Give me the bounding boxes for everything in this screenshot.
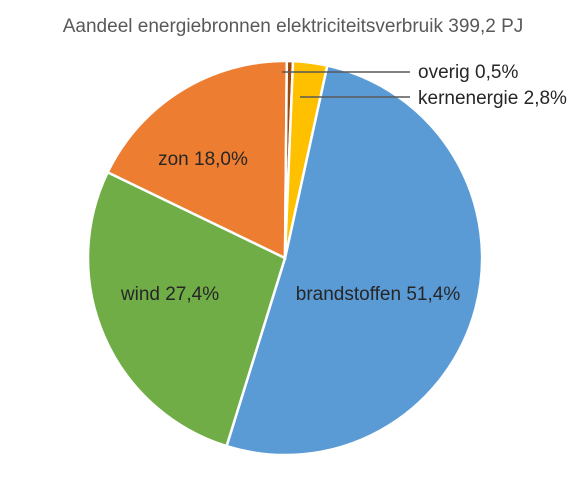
- slice-kernenergie: [283, 59, 329, 259]
- data-label-kernenergie: kernenergie 2,8%: [418, 88, 567, 109]
- leader-lines: [282, 71, 410, 98]
- data-label-zon: zon 18,0%: [158, 149, 248, 170]
- slice-brandstoffen: [224, 64, 484, 457]
- slice-zon: [105, 59, 289, 260]
- pie-slices: [86, 59, 484, 457]
- slice-labels: brandstoffen 51,4% wind 27,4% zon 18,0% ove…: [120, 62, 567, 305]
- data-label-wind: wind 27,4%: [120, 284, 219, 305]
- chart-title: Aandeel energiebronnen elektriciteitsver…: [63, 16, 524, 37]
- slice-wind: [86, 170, 287, 448]
- data-label-brandstoffen: brandstoffen 51,4%: [296, 284, 461, 305]
- data-label-overig: overig 0,5%: [418, 62, 518, 83]
